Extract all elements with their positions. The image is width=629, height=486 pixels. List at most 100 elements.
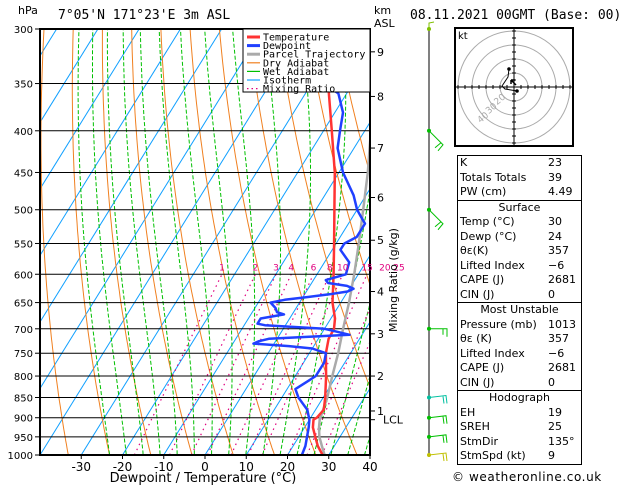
isotherm-line — [163, 121, 370, 455]
wind-barb — [427, 128, 444, 152]
km-tick-label: 7 — [377, 142, 384, 155]
pressure-unit-label: hPa — [18, 4, 38, 17]
x-tick-label: 30 — [321, 460, 336, 474]
y-tick-label: 650 — [14, 299, 33, 310]
x-tick-label: 10 — [239, 460, 254, 474]
wind-barb — [427, 415, 448, 424]
legend-label: Wet Adiabat — [263, 67, 329, 78]
y-tick-label: 750 — [14, 349, 33, 360]
y-tick-label: 950 — [14, 433, 33, 444]
km-tick-label: 3 — [377, 328, 384, 341]
index-value: 23 — [548, 156, 562, 169]
index-label: EH — [460, 405, 476, 419]
isotherm-line — [121, 54, 370, 455]
index-label: Dewp (°C) — [460, 229, 517, 243]
hodograph-section: Hodograph EH 19 SREH 25 StmDir 135° StmSpd (kt… — [457, 391, 582, 465]
dry-adiabat-line — [576, 0, 629, 472]
y-tick-label: 400 — [14, 127, 33, 138]
asl-text: ASL — [374, 17, 395, 30]
km-tick-label: 4 — [377, 286, 384, 299]
y-tick-label: 1000 — [8, 451, 33, 462]
hodograph-top-point — [507, 67, 511, 71]
legend-label: Parcel Trajectory — [263, 50, 365, 61]
index-label: StmDir — [460, 434, 499, 448]
hodograph-title: Hodograph — [489, 391, 550, 404]
legend-label: Temperature — [263, 33, 329, 44]
location-title: 7°05'N 171°23'E 3m ASL — [58, 8, 231, 23]
index-label: CAPE (J) — [460, 361, 505, 374]
index-label: StmSpd (kt) — [460, 449, 526, 462]
isotherm-line — [40, 29, 223, 323]
index-value: 135° — [548, 434, 575, 448]
index-row: θε (K) 357 — [458, 332, 581, 347]
wind-barb-shaft — [428, 394, 448, 404]
surface-title: Surface — [498, 200, 541, 214]
km-tick-label: 2 — [377, 370, 384, 383]
legend-label: Mixing Ratio — [263, 84, 335, 95]
index-value: 4.49 — [548, 185, 573, 198]
mixing-ratio-label: 6 — [311, 263, 317, 273]
copyright-notice: © weatheronline.co.uk — [452, 470, 602, 484]
y-tick-label: 700 — [14, 325, 33, 336]
km-tick-label: LCL — [383, 414, 404, 427]
wind-barb-shaft — [428, 434, 448, 443]
storm-motion-arrow — [510, 79, 517, 86]
index-row: StmSpd (kt) 9 — [458, 449, 581, 464]
wind-barb-shaft — [428, 452, 448, 462]
mixing-ratio-label: 15 — [361, 263, 372, 273]
km-text: km — [374, 4, 392, 17]
index-label: Totals Totals — [460, 170, 527, 184]
general-indices: K 23 Totals Totals 39 PW (cm) 4.49 — [457, 155, 582, 201]
wind-barb — [427, 207, 444, 231]
isotherm-line — [40, 29, 181, 257]
dry-adiabat-line — [160, 29, 234, 455]
most-unstable-title: Most Unstable — [480, 303, 559, 316]
index-value: 0 — [548, 375, 555, 389]
index-label: CAPE (J) — [460, 273, 505, 286]
wind-barb-shaft — [428, 21, 435, 29]
mixing-ratio-label: 2 — [253, 263, 259, 273]
wind-barb — [427, 326, 448, 337]
index-value: 25 — [548, 420, 562, 433]
wet-adiabat-line — [330, 301, 370, 455]
isotherm-line — [245, 254, 370, 455]
wind-barb-shaft — [428, 209, 444, 231]
index-label: PW (cm) — [460, 185, 507, 198]
km-tick-label: 8 — [377, 90, 384, 103]
index-label: CIN (J) — [460, 287, 495, 301]
wind-barb — [427, 21, 435, 31]
mixing-ratio-label: 8 — [327, 263, 333, 273]
mixing-ratio-label: 4 — [288, 263, 294, 273]
y-tick-label: 450 — [14, 168, 33, 179]
index-row: Dewp (°C) 24 — [458, 230, 581, 245]
index-value: 19 — [548, 405, 562, 419]
y-tick-label: 900 — [14, 414, 33, 425]
index-row: Lifted Index −6 — [458, 347, 581, 362]
index-row: Temp (°C) 30 — [458, 215, 581, 230]
mixing-ratio-line — [133, 274, 223, 455]
wet-adiabat-line — [92, 29, 127, 455]
index-value: 0 — [548, 287, 555, 301]
index-value: 1013 — [548, 317, 576, 331]
index-label: CIN (J) — [460, 375, 495, 389]
index-label: Lifted Index — [460, 258, 525, 272]
temperature-line — [311, 29, 337, 455]
isotherm-line — [40, 29, 58, 57]
x-tick-label: 0 — [201, 460, 209, 474]
index-label: SREH — [460, 420, 490, 433]
x-tick-label: -20 — [113, 460, 133, 474]
x-tick-label: 40 — [362, 460, 377, 474]
index-label: Lifted Index — [460, 346, 525, 360]
isotherm-line — [40, 29, 140, 190]
index-row: EH 19 — [458, 406, 581, 421]
wind-barb — [427, 452, 448, 462]
hodograph-trace — [501, 68, 518, 92]
index-value: 24 — [548, 229, 562, 243]
legend-box — [242, 28, 371, 93]
index-row: CAPE (J) 2681 — [458, 273, 581, 288]
isotherm-line — [40, 29, 99, 124]
wet-adiabat-line — [347, 374, 370, 455]
